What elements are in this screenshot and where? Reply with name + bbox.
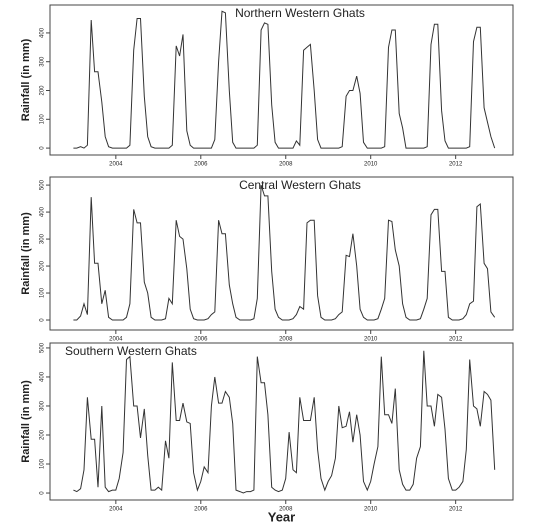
y-tick-label: 300 (40, 233, 46, 244)
x-tick-label: 2010 (364, 507, 378, 513)
x-tick-label: 2012 (449, 507, 463, 513)
y-tick-label: 500 (40, 179, 46, 190)
x-tick-label: 2010 (364, 337, 378, 343)
plot-frame (49, 176, 514, 331)
y-tick-label: 100 (40, 287, 46, 298)
plot-frame (49, 342, 514, 501)
x-tick-label: 2006 (194, 507, 208, 513)
x-tick-label: 2008 (279, 162, 293, 168)
panel-title: Southern Western Ghats (65, 344, 197, 358)
panel-title: Central Western Ghats (239, 178, 361, 192)
y-tick-label: 100 (40, 458, 46, 469)
x-tick-label: 2012 (449, 337, 463, 343)
y-tick-label: 100 (40, 114, 46, 125)
panel-title: Northern Western Ghats (235, 6, 365, 20)
plot-frame (49, 4, 514, 156)
y-axis-label: Rainfall (in mm) (20, 212, 32, 295)
x-tick-label: 2012 (449, 162, 463, 168)
x-tick-label: 2004 (109, 162, 123, 168)
x-tick-label: 2006 (194, 162, 208, 168)
x-tick-label: 2004 (109, 507, 123, 513)
y-tick-label: 200 (40, 429, 46, 440)
x-tick-label: 2004 (109, 337, 123, 343)
y-tick-label: 400 (40, 27, 46, 38)
rainfall-line (73, 10, 496, 149)
x-tick-label: 2008 (279, 507, 293, 513)
x-axis-label: Year (268, 509, 295, 524)
rainfall-line (73, 184, 496, 321)
y-tick-label: 300 (40, 400, 46, 411)
y-tick-label: 200 (40, 85, 46, 96)
y-tick-label: 500 (40, 342, 46, 353)
y-tick-label: 0 (40, 146, 46, 150)
y-axis-label: Rainfall (in mm) (20, 38, 32, 121)
x-tick-label: 2008 (279, 337, 293, 343)
y-tick-label: 0 (40, 318, 46, 322)
x-tick-label: 2006 (194, 337, 208, 343)
y-tick-label: 0 (40, 491, 46, 495)
rainfall-line (73, 350, 496, 494)
y-axis-label: Rainfall (in mm) (20, 380, 32, 463)
x-tick-label: 2010 (364, 162, 378, 168)
y-tick-label: 200 (40, 260, 46, 271)
y-tick-label: 400 (40, 371, 46, 382)
y-tick-label: 400 (40, 206, 46, 217)
y-tick-label: 300 (40, 56, 46, 67)
